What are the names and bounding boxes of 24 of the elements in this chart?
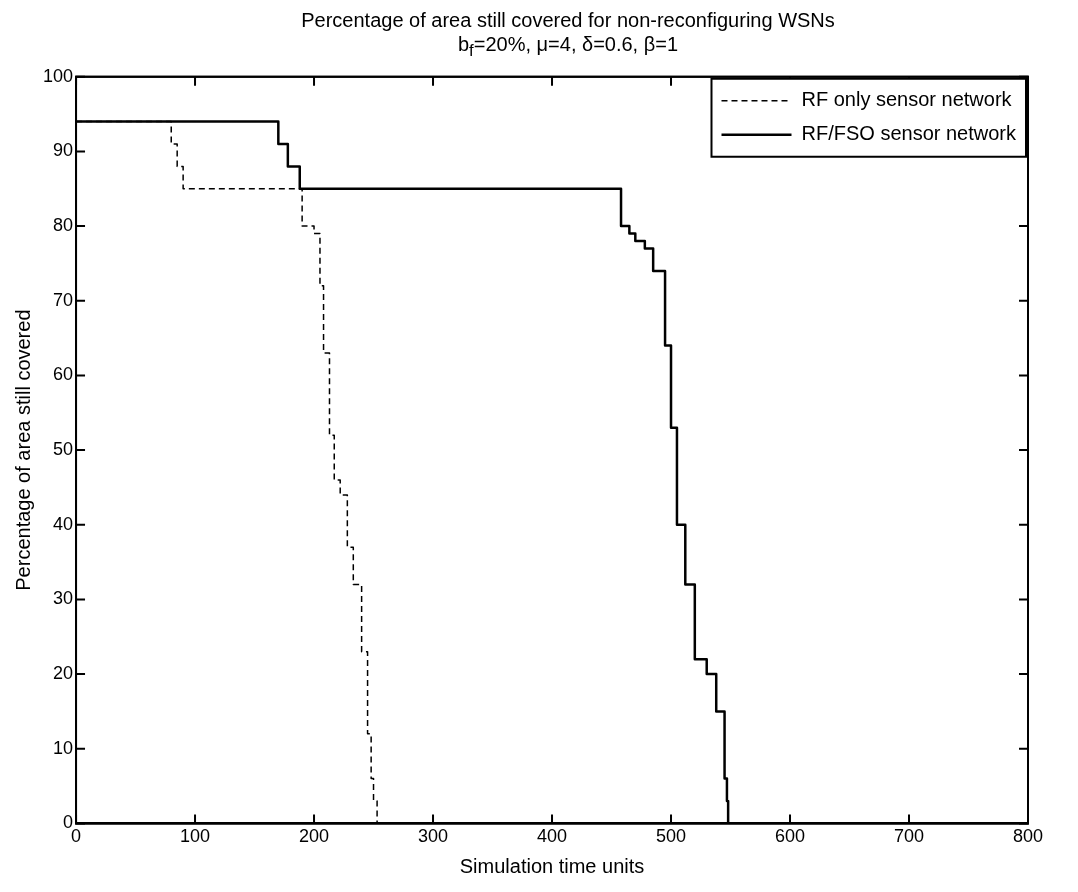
x-tick-label: 300: [418, 826, 449, 847]
y-tick-label: 60: [53, 364, 74, 385]
y-tick-label: 20: [53, 663, 74, 684]
y-axis-title: Percentage of area still covered: [11, 309, 34, 591]
y-tick-label: 90: [53, 140, 74, 161]
x-tick-label: 400: [536, 826, 568, 847]
chart-subtitle: b$_{f}$=20%, μ=4, δ=0.6, β=1: [456, 32, 680, 62]
y-tick-label: 80: [53, 215, 74, 236]
chart-title: Percentage of area still covered for non-reconfiguring WSNs: [300, 8, 836, 32]
y-tick-label: 100: [42, 65, 74, 86]
y-tick-label: 50: [53, 439, 74, 460]
x-tick-label: 800: [1012, 826, 1044, 847]
legend-label: RF/FSO sensor network: [801, 122, 1017, 145]
y-tick-label: 30: [53, 588, 74, 609]
x-tick-label: 100: [180, 826, 211, 847]
y-tick-label: 70: [53, 289, 74, 310]
x-tick-label: 600: [774, 826, 806, 847]
y-tick-label: 10: [53, 737, 74, 758]
x-axis-title: Simulation time units: [459, 854, 645, 877]
x-tick-label: 200: [299, 826, 330, 847]
legend-label: RF only sensor network: [801, 88, 1013, 111]
x-tick-label: 500: [655, 826, 687, 847]
x-tick-label: 700: [893, 826, 925, 847]
y-tick-label: 40: [53, 513, 74, 534]
